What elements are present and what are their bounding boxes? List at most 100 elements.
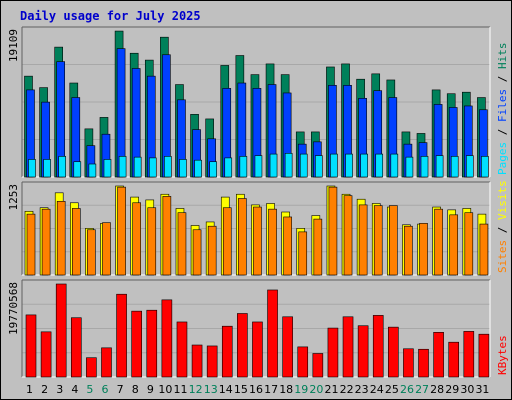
bar-kbytes-day-13 <box>206 345 218 378</box>
bar-sites-day-15 <box>238 198 247 276</box>
bar-sites-day-18 <box>283 216 292 276</box>
day-label-2: 2 <box>41 383 48 396</box>
bar-sites-day-25 <box>389 205 398 276</box>
bar-pages-day-14 <box>224 157 233 178</box>
day-label-31: 31 <box>475 383 489 396</box>
bar-kbytes-day-6 <box>101 347 112 378</box>
legend-entry: KBytes <box>496 335 509 375</box>
day-label-9: 9 <box>147 383 154 396</box>
panel-legend: Pages / Files / Hits <box>496 43 509 176</box>
bar-pages-day-17 <box>269 153 278 178</box>
bar-kbytes-day-14 <box>221 325 233 378</box>
day-label-18: 18 <box>279 383 293 396</box>
bar-pages-day-30 <box>466 155 474 178</box>
bar-sites-day-10 <box>162 196 172 276</box>
bar-sites-day-5 <box>87 229 96 276</box>
bar-sites-day-3 <box>56 201 66 276</box>
bar-pages-day-11 <box>179 159 187 178</box>
bar-kbytes-day-18 <box>282 316 293 378</box>
day-label-25: 25 <box>385 383 399 396</box>
bar-sites-day-19 <box>298 231 308 276</box>
bar-pages-day-18 <box>284 153 293 178</box>
bar-sites-day-11 <box>177 212 187 276</box>
panel-kbytes: 19770568 KBytes <box>7 279 509 378</box>
day-label-24: 24 <box>370 383 384 396</box>
bar-pages-day-3 <box>58 156 66 178</box>
panel-legend: KBytes <box>496 335 509 375</box>
bar-sites-day-8 <box>132 202 141 276</box>
bar-kbytes-day-26 <box>403 348 414 378</box>
bar-pages-day-15 <box>239 156 248 178</box>
day-label-22: 22 <box>340 383 354 396</box>
bar-pages-day-5 <box>88 163 97 178</box>
bar-sites-day-21 <box>328 186 338 276</box>
day-label-16: 16 <box>249 383 263 396</box>
bar-kbytes-day-2 <box>40 331 52 378</box>
day-label-7: 7 <box>117 383 124 396</box>
legend-entry: Hits <box>496 43 509 70</box>
day-label-28: 28 <box>430 383 444 396</box>
day-label-19: 19 <box>294 383 308 396</box>
bar-pages-day-29 <box>450 156 459 178</box>
bar-pages-day-7 <box>118 156 127 178</box>
day-label-15: 15 <box>234 383 248 396</box>
bar-kbytes-day-30 <box>463 331 475 378</box>
max-value-label: 1253 <box>7 184 20 211</box>
bar-kbytes-day-5 <box>86 357 97 378</box>
day-labels: 1 2 3 4 5 6 7 8 9 10 11 12 13 14 15 16 17 18 19 20 21 22 23 24 2… <box>26 383 489 396</box>
bar-kbytes-day-31 <box>478 333 490 378</box>
panel-hits-files-pages: 19109 Pages / Files / Hits <box>7 26 509 178</box>
legend-entry: Visits <box>496 180 509 220</box>
bar-kbytes-day-12 <box>191 344 203 378</box>
bar-pages-day-6 <box>103 159 112 178</box>
bar-sites-day-13 <box>207 225 217 276</box>
bar-sites-day-31 <box>479 223 489 276</box>
bar-sites-day-17 <box>268 208 277 276</box>
legend-entry: / <box>496 69 509 89</box>
bar-sites-day-22 <box>343 195 353 276</box>
bar-pages-day-27 <box>420 156 429 178</box>
day-label-11: 11 <box>174 383 188 396</box>
bar-pages-day-28 <box>435 155 444 178</box>
bar-pages-day-25 <box>390 153 399 178</box>
bar-sites-day-2 <box>41 208 51 276</box>
day-label-29: 29 <box>445 383 459 396</box>
bar-sites-day-14 <box>222 207 232 276</box>
day-label-4: 4 <box>71 383 78 396</box>
legend-entry: Pages <box>496 142 509 175</box>
max-value-label: 19109 <box>7 29 20 62</box>
bar-kbytes-day-24 <box>372 315 384 378</box>
day-label-14: 14 <box>219 383 233 396</box>
bar-sites-day-29 <box>449 214 459 276</box>
bar-kbytes-day-17 <box>267 289 278 378</box>
bar-sites-day-7 <box>117 186 126 276</box>
bar-kbytes-day-7 <box>116 293 127 378</box>
bar-sites-day-26 <box>404 225 413 276</box>
bar-kbytes-day-9 <box>146 309 158 378</box>
bar-sites-day-6 <box>102 222 111 276</box>
day-label-5: 5 <box>86 383 93 396</box>
bar-sites-day-23 <box>358 204 368 276</box>
bar-pages-day-22 <box>345 153 353 178</box>
day-label-8: 8 <box>132 383 139 396</box>
bar-sites-day-27 <box>419 223 428 276</box>
legend-entry: / <box>496 220 509 240</box>
bar-sites-day-28 <box>434 208 443 276</box>
bar-kbytes-day-29 <box>448 341 460 378</box>
series-sites <box>26 186 489 276</box>
bar-kbytes-day-23 <box>357 325 369 378</box>
legend-entry: / <box>496 122 509 142</box>
day-label-17: 17 <box>264 383 278 396</box>
bar-kbytes-day-1 <box>25 314 37 378</box>
day-label-30: 30 <box>460 383 474 396</box>
series-kbytes <box>25 283 490 378</box>
bar-pages-day-24 <box>375 153 384 178</box>
bar-kbytes-day-21 <box>327 327 339 378</box>
bar-sites-day-1 <box>26 213 36 276</box>
bar-kbytes-day-22 <box>342 316 354 378</box>
chart-title: Daily usage for July 2025 <box>20 9 201 23</box>
bar-kbytes-day-10 <box>161 299 173 378</box>
day-label-21: 21 <box>324 383 338 396</box>
series-pages <box>28 153 489 178</box>
